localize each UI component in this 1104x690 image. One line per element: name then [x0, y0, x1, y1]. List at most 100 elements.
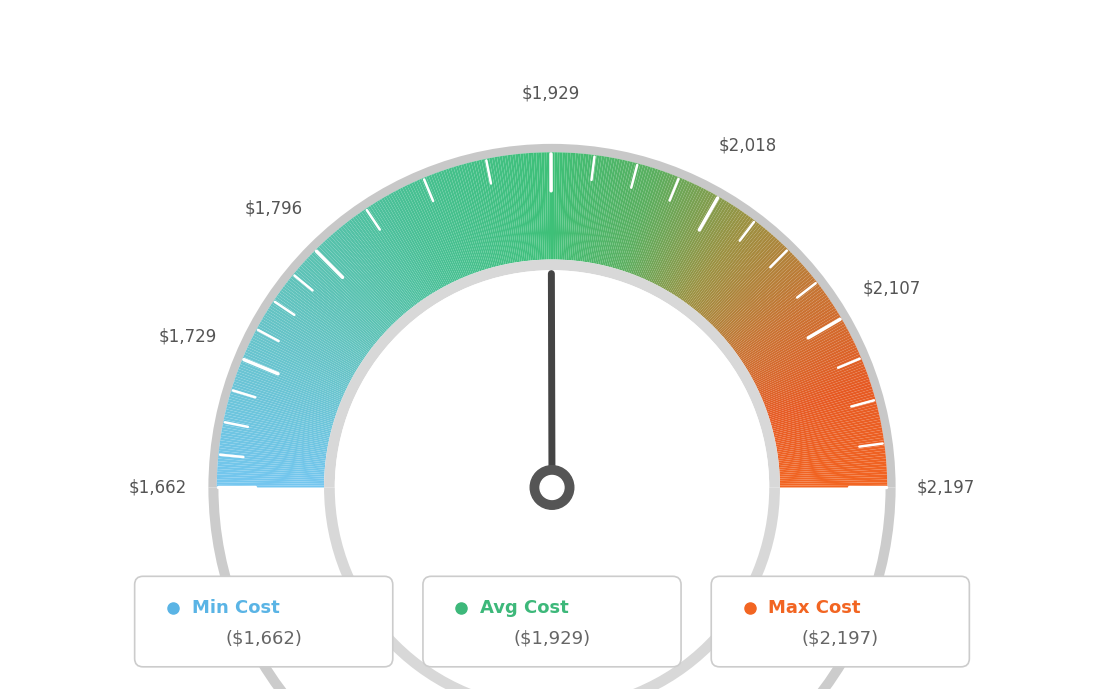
Wedge shape — [404, 186, 454, 283]
Wedge shape — [715, 254, 795, 330]
Wedge shape — [544, 152, 549, 259]
Wedge shape — [777, 433, 883, 452]
Wedge shape — [630, 173, 670, 274]
Wedge shape — [696, 228, 766, 312]
Wedge shape — [418, 179, 463, 278]
Wedge shape — [216, 480, 325, 484]
Wedge shape — [760, 350, 859, 395]
Wedge shape — [232, 386, 335, 420]
Wedge shape — [479, 160, 505, 265]
Wedge shape — [639, 178, 682, 277]
Wedge shape — [328, 236, 401, 317]
Wedge shape — [505, 155, 522, 262]
Wedge shape — [745, 310, 838, 368]
Wedge shape — [226, 406, 331, 434]
Wedge shape — [725, 270, 808, 341]
Wedge shape — [523, 153, 534, 260]
Wedge shape — [768, 382, 871, 417]
Wedge shape — [774, 409, 879, 436]
Wedge shape — [241, 362, 341, 404]
Wedge shape — [714, 253, 793, 329]
Wedge shape — [251, 337, 348, 387]
Wedge shape — [563, 152, 571, 260]
Wedge shape — [626, 170, 664, 273]
Wedge shape — [779, 474, 888, 480]
Wedge shape — [554, 152, 558, 259]
Wedge shape — [370, 204, 429, 296]
Wedge shape — [776, 427, 882, 449]
Wedge shape — [355, 215, 420, 303]
Wedge shape — [386, 195, 440, 290]
Wedge shape — [468, 162, 497, 266]
Wedge shape — [327, 238, 400, 319]
Wedge shape — [779, 464, 887, 473]
Text: $1,796: $1,796 — [245, 199, 302, 217]
Wedge shape — [652, 186, 702, 284]
Wedge shape — [220, 437, 327, 455]
Wedge shape — [701, 235, 774, 317]
Wedge shape — [677, 207, 739, 298]
Wedge shape — [555, 152, 560, 259]
Wedge shape — [338, 228, 408, 312]
Wedge shape — [224, 414, 329, 440]
Wedge shape — [216, 474, 325, 480]
Wedge shape — [431, 174, 471, 275]
Wedge shape — [679, 209, 741, 299]
Wedge shape — [245, 350, 344, 395]
Wedge shape — [767, 379, 870, 415]
Wedge shape — [690, 221, 757, 307]
Wedge shape — [256, 328, 351, 381]
Wedge shape — [225, 409, 330, 436]
Wedge shape — [772, 399, 877, 429]
Wedge shape — [569, 153, 578, 260]
Wedge shape — [253, 333, 350, 384]
Text: Max Cost: Max Cost — [768, 599, 861, 617]
Wedge shape — [779, 472, 887, 479]
Wedge shape — [274, 299, 363, 361]
Wedge shape — [558, 152, 563, 259]
Wedge shape — [587, 157, 607, 263]
Wedge shape — [608, 163, 638, 267]
Wedge shape — [771, 391, 874, 424]
Wedge shape — [237, 369, 339, 408]
Wedge shape — [641, 179, 686, 278]
Wedge shape — [607, 162, 636, 266]
Wedge shape — [763, 359, 862, 402]
Wedge shape — [721, 262, 802, 335]
Wedge shape — [776, 430, 883, 450]
Wedge shape — [422, 178, 465, 277]
Wedge shape — [723, 266, 805, 338]
Wedge shape — [217, 472, 325, 479]
Wedge shape — [728, 274, 811, 344]
Wedge shape — [762, 357, 862, 400]
Wedge shape — [627, 171, 666, 273]
Wedge shape — [683, 213, 747, 302]
Wedge shape — [778, 446, 885, 461]
Wedge shape — [776, 424, 882, 446]
Wedge shape — [325, 487, 779, 690]
Wedge shape — [223, 420, 329, 443]
Wedge shape — [424, 177, 466, 277]
Wedge shape — [712, 248, 789, 326]
Wedge shape — [620, 168, 656, 270]
Wedge shape — [440, 170, 478, 273]
Wedge shape — [623, 168, 658, 271]
Wedge shape — [753, 328, 848, 381]
Wedge shape — [533, 152, 541, 260]
Wedge shape — [252, 335, 349, 386]
Wedge shape — [775, 417, 880, 441]
Wedge shape — [722, 264, 804, 337]
Wedge shape — [713, 250, 790, 328]
Wedge shape — [471, 161, 499, 266]
Wedge shape — [743, 304, 834, 364]
Wedge shape — [754, 333, 851, 384]
Wedge shape — [598, 159, 623, 265]
Wedge shape — [491, 157, 512, 263]
Wedge shape — [518, 154, 531, 261]
Wedge shape — [561, 152, 567, 259]
Wedge shape — [577, 155, 592, 261]
Wedge shape — [484, 159, 508, 264]
Text: $2,018: $2,018 — [719, 137, 777, 155]
Wedge shape — [481, 159, 506, 265]
Wedge shape — [529, 153, 538, 260]
